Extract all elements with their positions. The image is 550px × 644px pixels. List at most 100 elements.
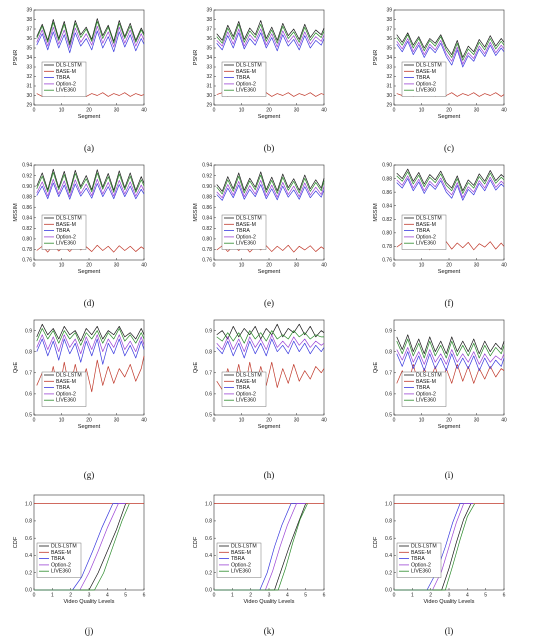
y-tick-label: 32 — [206, 74, 212, 80]
x-tick-label: 20 — [266, 108, 272, 114]
panel-caption: (d) — [84, 298, 95, 308]
y-tick-label: 35 — [386, 46, 392, 52]
x-tick-label: 40 — [141, 108, 147, 114]
y-tick-label: 0.88 — [202, 194, 212, 200]
legend-label: LIVE360 — [56, 398, 76, 404]
panel-caption: (k) — [264, 626, 275, 636]
legend-label: LIVE360 — [231, 569, 251, 575]
series-line — [36, 328, 145, 346]
y-tick-label: 0.78 — [202, 247, 212, 253]
y-tick-label: 0.7 — [25, 370, 32, 376]
y-tick-label: 37 — [206, 27, 212, 33]
y-tick-label: 0.84 — [22, 215, 32, 221]
x-axis-title: Segment — [78, 424, 101, 430]
x-tick-label: 20 — [446, 108, 452, 114]
series-line — [396, 34, 505, 61]
x-tick-label: 20 — [266, 263, 272, 269]
legend-label: BASE-M — [236, 379, 256, 385]
chart-panel: 0.5 0.6 0.7 0.8 0.9 0 10 20 30 40 Segment QoE DLS-LS… — [373, 319, 507, 480]
y-tick-label: 0.82 — [22, 226, 32, 232]
legend-label: Option-2 — [231, 562, 251, 568]
x-tick-label: 30 — [294, 263, 300, 269]
x-tick-label: 0 — [33, 593, 36, 599]
legend-label: BASE-M — [231, 550, 251, 556]
y-tick-label: 0.2 — [385, 570, 392, 576]
y-tick-label: 0.94 — [202, 163, 212, 169]
y-axis-title: QoE — [193, 362, 199, 373]
legend-label: DLS-LSTM — [231, 544, 257, 550]
x-axis-title: Video Quality Levels — [424, 599, 475, 605]
x-axis-title: Segment — [438, 269, 461, 275]
y-tick-label: 0.2 — [205, 570, 212, 576]
legend-label: LIVE360 — [411, 569, 431, 575]
x-tick-label: 10 — [419, 263, 425, 269]
legend-label: DLS-LSTM — [56, 216, 82, 222]
y-tick-label: 0.5 — [25, 413, 32, 419]
y-axis-title: MSSIM — [373, 203, 379, 222]
y-tick-label: 29 — [206, 103, 212, 109]
x-tick-label: 0 — [213, 108, 216, 114]
x-tick-label: 30 — [114, 108, 120, 114]
x-tick-label: 3 — [448, 593, 451, 599]
chart-panel: 29 30 31 32 33 34 35 36 37 38 39 0 10 20 30 40 Segment PS… — [13, 8, 147, 153]
y-tick-label: 0.8 — [25, 349, 32, 355]
series-line — [396, 338, 505, 359]
series-line — [36, 30, 145, 54]
series-line — [216, 28, 325, 48]
legend-label: DLS-LSTM — [416, 373, 442, 379]
series-line — [36, 338, 145, 365]
legend-label: TBRA — [236, 75, 250, 81]
legend-label: BASE-M — [56, 379, 76, 385]
legend-label: BASE-M — [51, 550, 71, 556]
series-line — [216, 330, 324, 344]
series-line — [396, 168, 505, 192]
x-tick-label: 0 — [213, 418, 216, 424]
x-tick-label: 5 — [304, 593, 307, 599]
y-tick-label: 0.4 — [205, 553, 212, 559]
legend-label: TBRA — [416, 385, 430, 391]
x-tick-label: 2 — [249, 593, 252, 599]
y-tick-label: 0.80 — [382, 231, 392, 237]
y-tick-label: 1.0 — [25, 501, 32, 507]
y-tick-label: 0.9 — [25, 328, 32, 334]
legend-box — [41, 371, 87, 407]
legend-label: BASE-M — [56, 69, 76, 75]
x-tick-label: 0 — [393, 263, 396, 269]
y-tick-label: 33 — [26, 65, 32, 71]
x-tick-label: 0 — [393, 418, 396, 424]
y-tick-label: 37 — [26, 27, 32, 33]
y-tick-label: 36 — [386, 36, 392, 42]
x-tick-label: 10 — [239, 263, 245, 269]
x-tick-label: 10 — [239, 418, 245, 424]
x-tick-label: 0 — [33, 418, 36, 424]
legend-label: TBRA — [56, 385, 70, 391]
chart-panel: 0.76 0.78 0.80 0.82 0.84 0.86 0.88 0.90 0.92 0.94… — [193, 163, 327, 308]
legend-box — [221, 214, 267, 250]
chart-panel: 0.0 0.2 0.4 0.6 0.8 1.0 0 1 2 3 4 5 6 Video Quality L… — [13, 494, 146, 636]
x-tick-label: 40 — [321, 108, 327, 114]
y-tick-label: 0.82 — [382, 217, 392, 223]
x-tick-label: 1 — [411, 593, 414, 599]
y-tick-label: 32 — [26, 74, 32, 80]
y-tick-label: 0.4 — [25, 553, 32, 559]
x-tick-label: 40 — [321, 418, 327, 424]
legend-label: DLS-LSTM — [56, 373, 82, 379]
legend-box — [41, 61, 87, 97]
legend-label: BASE-M — [416, 379, 436, 385]
x-tick-label: 40 — [501, 418, 507, 424]
y-tick-label: 0.88 — [22, 194, 32, 200]
y-axis-title: PSNR — [373, 50, 379, 66]
x-tick-label: 10 — [59, 263, 65, 269]
x-axis-title: Segment — [438, 424, 461, 430]
x-tick-label: 4 — [106, 593, 109, 599]
y-axis-title: CDF — [373, 536, 379, 548]
legend-label: Option-2 — [236, 391, 256, 397]
y-tick-label: 30 — [206, 93, 212, 99]
y-tick-label: 0.86 — [202, 205, 212, 211]
y-tick-label: 38 — [386, 17, 392, 23]
panel-caption: (e) — [264, 298, 274, 308]
x-tick-label: 40 — [141, 263, 147, 269]
legend-label: DLS-LSTM — [51, 544, 77, 550]
y-tick-label: 0.90 — [382, 163, 392, 169]
